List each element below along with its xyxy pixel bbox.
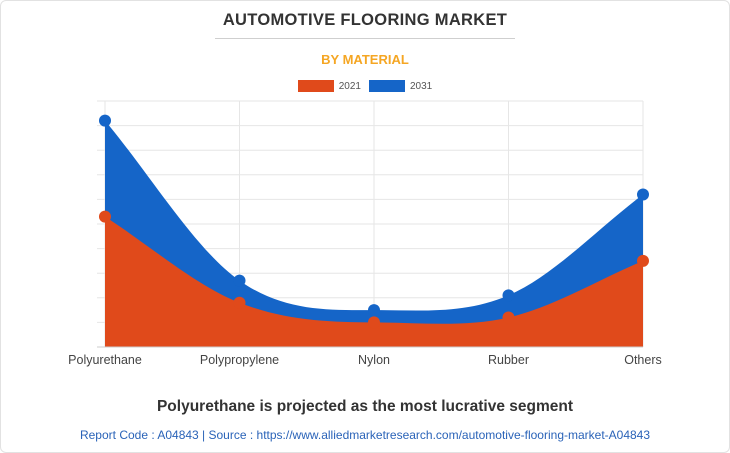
data-point-2031-others[interactable] xyxy=(637,188,649,201)
legend-item-2021[interactable]: 2021 xyxy=(297,80,361,92)
series-points xyxy=(99,114,649,329)
data-point-2031-polypropylene[interactable] xyxy=(233,274,246,287)
data-point-2031-rubber[interactable] xyxy=(502,289,515,302)
data-point-2021-nylon[interactable] xyxy=(368,316,380,329)
title-divider xyxy=(215,38,515,39)
legend-label-2031: 2031 xyxy=(410,80,433,92)
footer-source[interactable]: Report Code : A04843 | Source : https://… xyxy=(79,428,651,442)
data-point-2021-rubber[interactable] xyxy=(502,311,515,324)
legend-swatch-2021 xyxy=(297,80,334,92)
area-series-2031 xyxy=(105,120,643,348)
legend-item-2031[interactable]: 2031 xyxy=(369,80,432,92)
x-tick-label-nylon: Nylon xyxy=(358,353,390,367)
legend-swatch-2031 xyxy=(369,80,405,92)
chart-subtitle: BY MATERIAL xyxy=(321,52,409,67)
chart-title: AUTOMOTIVE FLOORING MARKET xyxy=(222,11,508,29)
x-tick-label-polypropylene: Polypropylene xyxy=(200,353,279,367)
area-series-2021 xyxy=(105,216,643,347)
legend-label-2021: 2021 xyxy=(338,80,361,92)
x-tick-label-rubber: Rubber xyxy=(488,353,529,367)
series-areas xyxy=(105,120,643,348)
footer-headline: Polyurethane is projected as the most lu… xyxy=(156,398,574,415)
chart-legend: 2021 2031 xyxy=(0,80,730,92)
data-point-2021-others[interactable] xyxy=(637,254,649,267)
data-point-2031-polyurethane[interactable] xyxy=(99,114,111,127)
data-point-2031-nylon[interactable] xyxy=(368,304,380,317)
x-tick-label-polyurethane: Polyurethane xyxy=(68,353,142,367)
x-axis: Polyurethane Polypropylene Nylon Rubber Othe… xyxy=(68,346,662,367)
x-tick-label-others: Others xyxy=(624,353,662,367)
data-point-2021-polyurethane[interactable] xyxy=(99,210,111,223)
data-point-2021-polypropylene[interactable] xyxy=(233,296,246,309)
